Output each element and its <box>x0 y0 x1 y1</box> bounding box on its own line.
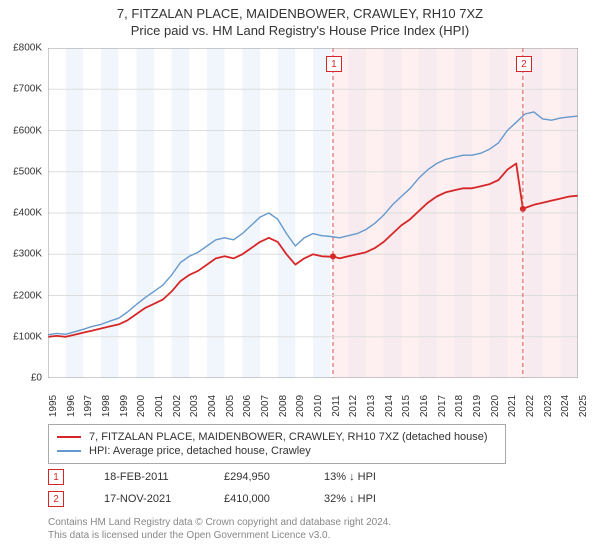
x-tick-label: 2008 <box>278 395 289 417</box>
marker-date: 17-NOV-2021 <box>104 493 224 505</box>
x-tick-label: 2017 <box>437 395 448 417</box>
x-tick-label: 2005 <box>225 395 236 417</box>
y-tick-label: £500K <box>13 166 42 177</box>
title-block: 7, FITZALAN PLACE, MAIDENBOWER, CRAWLEY,… <box>0 0 600 38</box>
y-tick-label: £100K <box>13 331 42 342</box>
x-tick-label: 2016 <box>419 395 430 417</box>
x-tick-label: 2020 <box>490 395 501 417</box>
x-tick-label: 2014 <box>384 395 395 417</box>
x-tick-label: 2012 <box>348 395 359 417</box>
x-tick-label: 2006 <box>242 395 253 417</box>
x-tick-label: 1995 <box>48 395 59 417</box>
legend-label: HPI: Average price, detached house, Craw… <box>89 445 311 457</box>
y-tick-label: £0 <box>31 373 42 384</box>
marker-table-row: 2 17-NOV-2021£410,00032% ↓ HPI <box>48 488 424 510</box>
x-tick-label: 2021 <box>507 395 518 417</box>
x-tick-label: 2013 <box>366 395 377 417</box>
marker-box: 2 <box>48 491 64 507</box>
x-tick-label: 2022 <box>525 395 536 417</box>
x-tick-label: 2007 <box>260 395 271 417</box>
y-tick-label: £700K <box>13 84 42 95</box>
x-tick-label: 1998 <box>101 395 112 417</box>
y-axis-labels: £0£100K£200K£300K£400K£500K£600K£700K£80… <box>0 48 46 378</box>
x-tick-label: 2019 <box>472 395 483 417</box>
chart-marker-2: 2 <box>516 56 532 72</box>
marker-table-row: 1 18-FEB-2011£294,95013% ↓ HPI <box>48 466 424 488</box>
footer-line2: This data is licensed under the Open Gov… <box>48 529 391 542</box>
chart-area: 12 <box>48 48 578 378</box>
title-line2: Price paid vs. HM Land Registry's House … <box>0 23 600 38</box>
legend-swatch <box>57 450 81 452</box>
marker-price: £410,000 <box>224 493 324 505</box>
title-line1: 7, FITZALAN PLACE, MAIDENBOWER, CRAWLEY,… <box>0 6 600 21</box>
x-tick-label: 2018 <box>454 395 465 417</box>
x-tick-label: 2000 <box>136 395 147 417</box>
marker-date: 18-FEB-2011 <box>104 471 224 483</box>
x-tick-label: 2023 <box>543 395 554 417</box>
x-tick-label: 1997 <box>83 395 94 417</box>
marker-box: 1 <box>48 469 64 485</box>
x-tick-label: 1996 <box>66 395 77 417</box>
y-tick-label: £600K <box>13 125 42 136</box>
x-tick-label: 2009 <box>295 395 306 417</box>
x-tick-label: 2002 <box>172 395 183 417</box>
marker-pct: 13% ↓ HPI <box>324 471 424 483</box>
x-tick-label: 2001 <box>154 395 165 417</box>
x-tick-label: 1999 <box>119 395 130 417</box>
legend-box: 7, FITZALAN PLACE, MAIDENBOWER, CRAWLEY,… <box>48 424 506 464</box>
chart-svg <box>48 48 578 378</box>
chart-container: 7, FITZALAN PLACE, MAIDENBOWER, CRAWLEY,… <box>0 0 600 560</box>
y-tick-label: £200K <box>13 290 42 301</box>
marker-pct: 32% ↓ HPI <box>324 493 424 505</box>
footer-text: Contains HM Land Registry data © Crown c… <box>48 516 391 542</box>
x-tick-label: 2025 <box>578 395 589 417</box>
x-tick-label: 2003 <box>189 395 200 417</box>
x-tick-label: 2004 <box>207 395 218 417</box>
footer-line1: Contains HM Land Registry data © Crown c… <box>48 516 391 529</box>
marker-table: 1 18-FEB-2011£294,95013% ↓ HPI 2 17-NOV-202… <box>48 466 424 510</box>
y-tick-label: £300K <box>13 249 42 260</box>
x-tick-label: 2024 <box>560 395 571 417</box>
x-tick-label: 2015 <box>401 395 412 417</box>
x-tick-label: 2011 <box>331 395 342 417</box>
legend-swatch <box>57 436 81 438</box>
legend-label: 7, FITZALAN PLACE, MAIDENBOWER, CRAWLEY,… <box>89 431 488 443</box>
y-tick-label: £400K <box>13 208 42 219</box>
marker-price: £294,950 <box>224 471 324 483</box>
x-axis-labels: 1995 1996 1997 1998 1999 2000 2001 2002 2003 2004… <box>48 378 578 418</box>
y-tick-label: £800K <box>13 43 42 54</box>
chart-marker-1: 1 <box>326 56 342 72</box>
x-tick-label: 2010 <box>313 395 324 417</box>
legend-row: HPI: Average price, detached house, Craw… <box>57 445 497 457</box>
legend-row: 7, FITZALAN PLACE, MAIDENBOWER, CRAWLEY,… <box>57 431 497 443</box>
